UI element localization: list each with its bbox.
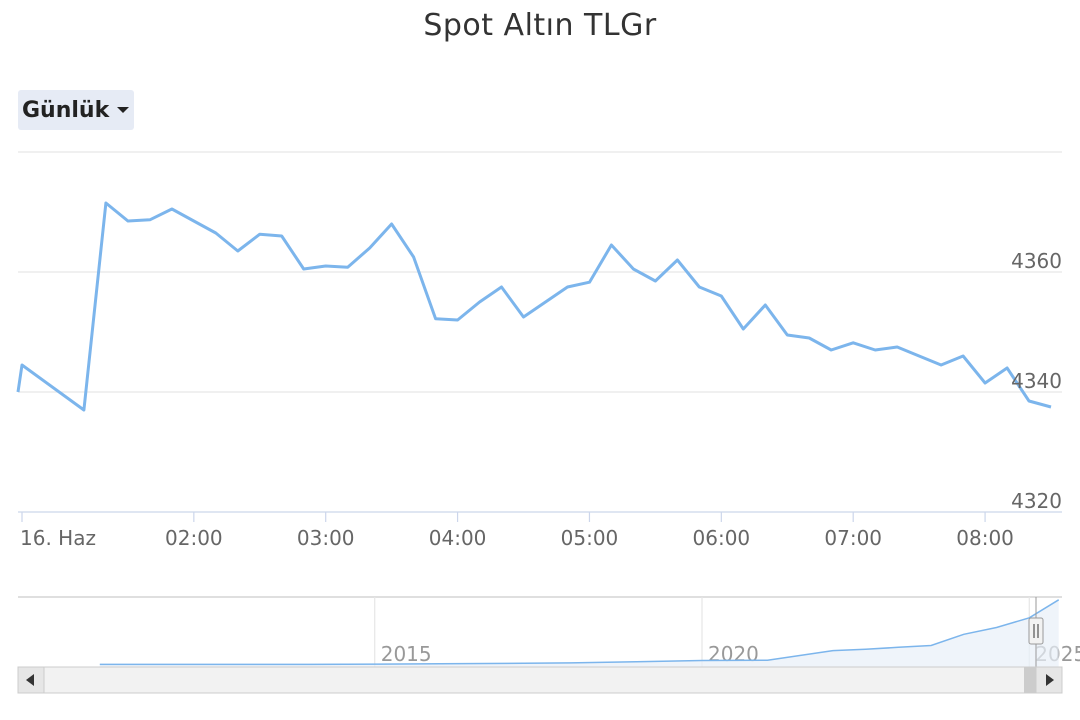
scrollbar-track[interactable] — [17, 666, 1063, 694]
x-tick-label: 16. Haz — [20, 526, 96, 550]
y-tick-label: 4320 — [1011, 489, 1062, 513]
scrollbar[interactable] — [17, 666, 1063, 694]
y-axis: 4360 4340 4320 — [1011, 249, 1062, 513]
x-tick-label: 04:00 — [429, 526, 487, 550]
x-tick-label: 08:00 — [956, 526, 1014, 550]
x-tick-label: 03:00 — [297, 526, 355, 550]
y-tick-label: 4340 — [1011, 369, 1062, 393]
scrollbar-thumb[interactable] — [1024, 667, 1036, 693]
chevron-down-icon — [117, 107, 130, 113]
price-series-line — [16, 201, 1052, 412]
navigator[interactable]: 201520202025 — [18, 596, 1080, 667]
x-tick-label: 02:00 — [165, 526, 223, 550]
arrow-left-icon — [26, 674, 34, 686]
navigator-series-line — [99, 599, 1060, 666]
x-tick-label: 06:00 — [693, 526, 751, 550]
x-axis: 16. Haz 02:00 03:00 04:00 05:00 06:00 07:00 08:… — [20, 512, 1014, 550]
arrow-right-icon — [1046, 674, 1054, 686]
series-layer — [16, 201, 1052, 412]
y-tick-label: 4360 — [1011, 249, 1062, 273]
navigator-handle[interactable] — [1028, 617, 1044, 645]
range-selector-label: Günlük — [22, 97, 110, 123]
chart-title: Spot Altın TLGr — [423, 8, 657, 43]
x-tick-label: 05:00 — [561, 526, 619, 550]
navigator-tick-label: 2015 — [381, 642, 432, 666]
navigator-area — [99, 599, 1059, 667]
x-tick-label: 07:00 — [824, 526, 882, 550]
grid-layer — [18, 151, 1062, 513]
range-selector-dropdown[interactable]: Günlük — [18, 90, 135, 130]
